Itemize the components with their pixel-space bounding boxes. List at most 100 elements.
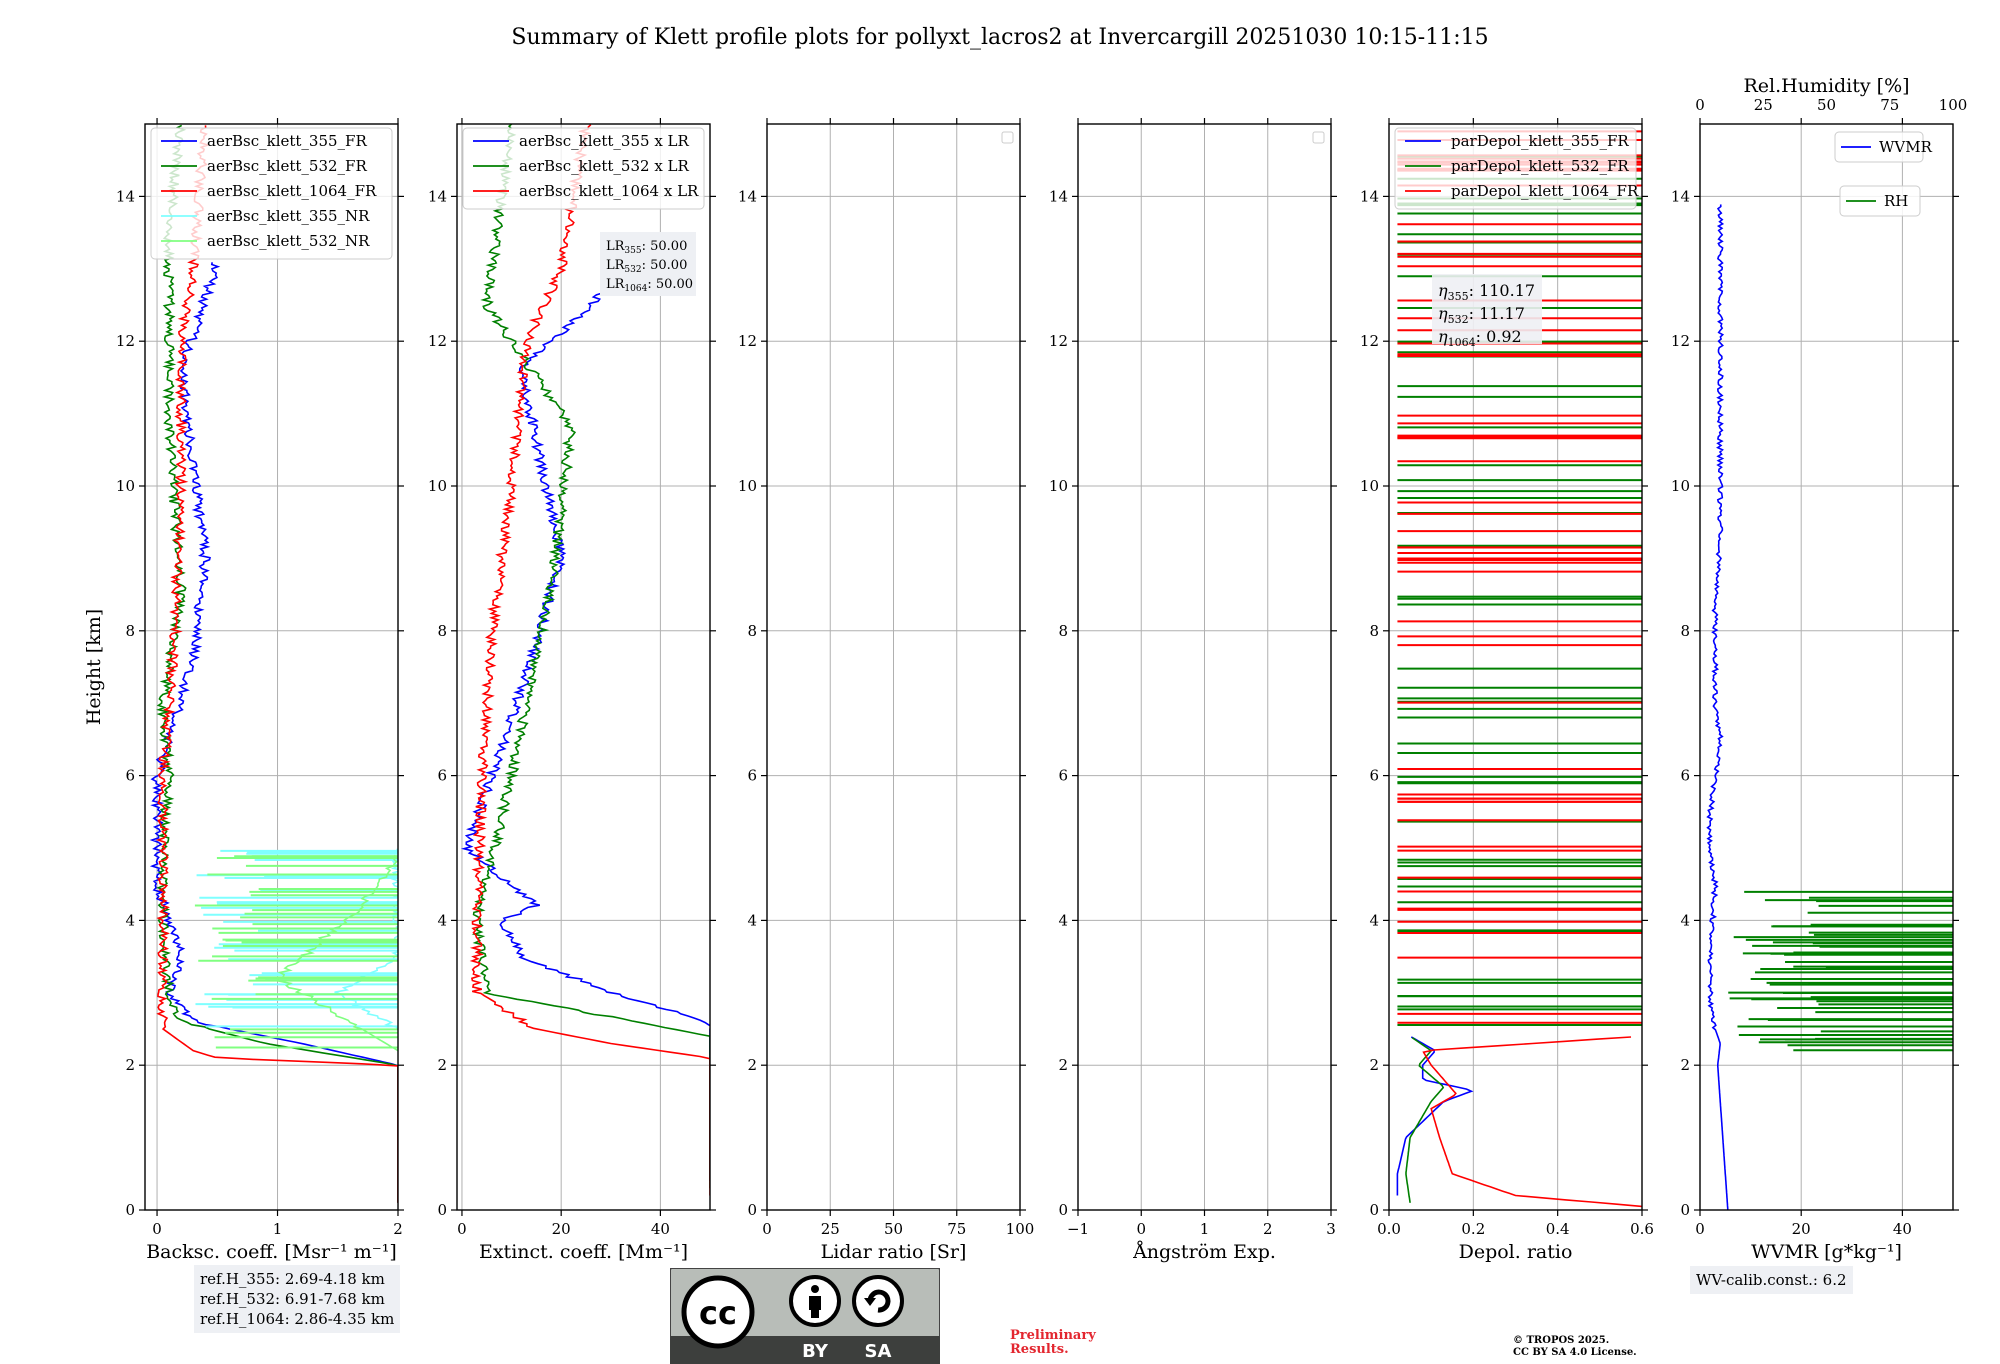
cc-license-badge: cc BY SA [670,1268,940,1364]
legend-entry: aerBsc_klett_1064_FR [207,182,377,200]
series-line [460,261,710,1181]
y-tick-label: 8 [437,622,447,640]
y-tick-label: 0 [747,1201,757,1219]
series-line [149,262,398,1203]
ref-height-532: ref.H_532: 6.91-7.68 km [200,1290,385,1308]
series-line [276,854,398,1052]
y-tick-label: 14 [116,187,135,205]
y-tick-label: 4 [125,911,135,929]
y-tick-label: 12 [116,332,135,350]
y-tick-label: 12 [1671,332,1690,350]
x-axis-label: WVMR [g*kg⁻¹] [1751,1241,1902,1263]
x-tick-label: 40 [1893,1220,1912,1238]
y-tick-label: 10 [738,477,757,495]
y-tick-label: 8 [125,622,135,640]
share-alike-icon [852,1275,904,1327]
x-tick-label: 1 [273,1220,283,1238]
series-group [149,124,398,1203]
y-tick-label: 0 [1058,1201,1068,1219]
legend: WVMR RH [1834,131,1933,217]
lidar-ratio-entry: LR532: 50.00 [606,258,687,275]
copyright-line-1: © TROPOS 2025. [1513,1335,1610,1346]
x-axis-label: Depol. ratio [1459,1241,1573,1263]
y-axis-label: Height [km] [83,609,105,725]
y-tick-label: 14 [738,187,757,205]
copyright-note: © TROPOS 2025. CC BY SA 4.0 License. [1513,1335,1637,1359]
y-tick-label: 8 [747,622,757,640]
panel-lidar_ratio: 0 25 50 75 100 0 2 4 6 8 10 12 14 Lidar ratio [Sr] [738,118,1034,1263]
legend-box [1394,127,1637,210]
y-tick-label: 0 [1369,1201,1379,1219]
series-line [1396,1036,1474,1196]
ref-height-355: ref.H_355: 2.69-4.18 km [200,1270,385,1288]
top-tick-label: 25 [1754,96,1773,114]
eta-bg [1432,274,1542,344]
legend-entry: parDepol_klett_1064_FR [1451,182,1639,200]
legend-entry: parDepol_klett_532_FR [1451,157,1629,175]
x-tick-label: 0 [152,1220,162,1238]
x-tick-label: 0 [1136,1220,1146,1238]
x-axis-label: Lidar ratio [Sr] [821,1241,967,1263]
y-tick-label: 4 [437,911,447,929]
y-tick-label: 6 [1680,767,1690,785]
y-tick-label: 10 [1049,477,1068,495]
x-tick-label: 0.2 [1461,1220,1485,1238]
y-tick-label: 4 [747,911,757,929]
y-tick-label: 0 [1680,1201,1690,1219]
cc-logo-text: cc [699,1294,737,1332]
eta-entry: η355: 110.17 [1438,281,1535,303]
axes-frame [144,123,399,1211]
y-tick-label: 2 [125,1056,135,1074]
x-tick-label: 0 [762,1220,772,1238]
legend-entry: aerBsc_klett_532 x LR [519,157,690,175]
y-tick-label: 10 [1360,477,1379,495]
y-tick-label: 14 [1049,187,1068,205]
y-tick-label: 12 [1360,332,1379,350]
x-tick-label: 20 [552,1220,571,1238]
legend-entry: aerBsc_klett_532_NR [207,232,370,250]
y-tick-label: 8 [1369,622,1379,640]
x-tick-label: 20 [1792,1220,1811,1238]
lidar-ratio-box: LR355: 50.00 LR532: 50.00 LR1064: 50.00 [600,232,696,296]
x-tick-label: 0.0 [1377,1220,1401,1238]
x-tick-label: 1 [1200,1220,1210,1238]
legend-entry: WVMR [1879,138,1933,156]
legend-box [462,127,705,210]
grid [1699,124,1953,1211]
wv-calib-text: WV-calib.const.: 6.2 [1696,1271,1847,1289]
ref-height-1064: ref.H_1064: 2.86-4.35 km [200,1310,395,1328]
empty-legend-box [1312,131,1325,144]
axes-frame [456,123,711,1211]
grid [1077,124,1332,1211]
panel-depol: 0.0 0.2 0.4 0.6 0 2 4 6 8 10 12 14 Depol. ratio parDe… [1360,118,1654,1263]
x-tick-label: 40 [651,1220,670,1238]
y-tick-label: 10 [1671,477,1690,495]
preliminary-line-1: Preliminary [1010,1328,1096,1343]
y-tick-label: 2 [437,1056,447,1074]
x-tick-label: 75 [947,1220,966,1238]
legend-box [1834,131,1924,163]
legend-entry: parDepol_klett_355_FR [1451,132,1629,150]
x-tick-label: 2 [393,1220,403,1238]
preliminary-note: Preliminary Results. [1010,1329,1096,1357]
copyright-line-2: CC BY SA 4.0 License. [1513,1347,1637,1358]
legend: parDepol_klett_355_FR parDepol_klett_532_… [1394,127,1639,210]
y-tick-label: 2 [747,1056,757,1074]
y-tick-label: 14 [1360,187,1379,205]
legend-box [150,127,393,260]
x-tick-label: 25 [821,1220,840,1238]
series-line [471,124,710,1189]
series-line [1405,1037,1445,1203]
x-tick-label: 0.4 [1546,1220,1570,1238]
eta-entry: η532: 11.17 [1438,304,1525,326]
series-line [469,124,710,1196]
top-tick-label: 100 [1939,96,1968,114]
legend-entry: aerBsc_klett_355 x LR [519,132,690,150]
legend-entry: RH [1884,192,1908,210]
y-tick-label: 8 [1058,622,1068,640]
x-axis-label: Ångström Exp. [1132,1241,1276,1263]
top-axis-label: Rel.Humidity [%] [1743,75,1909,97]
